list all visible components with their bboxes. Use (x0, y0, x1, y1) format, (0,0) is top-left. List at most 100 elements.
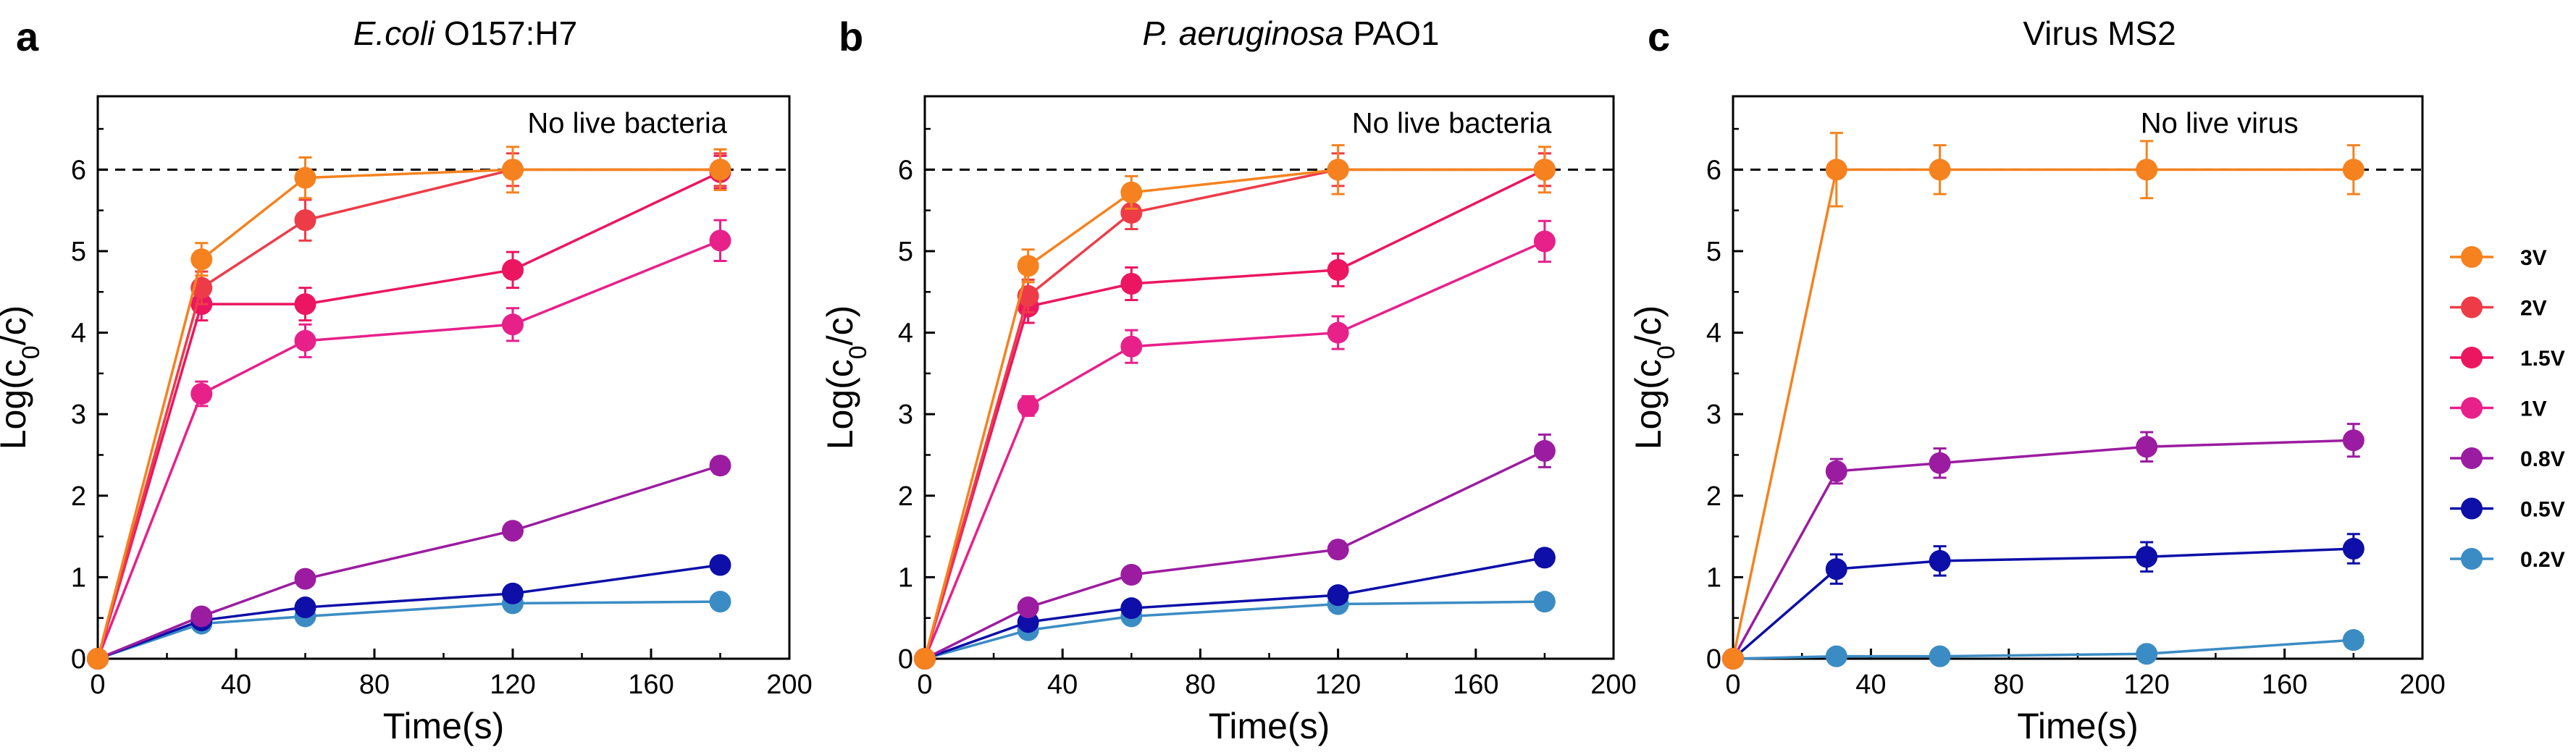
x-tick-label: 120 (1315, 670, 1361, 700)
x-axis-label: Time(s) (1209, 706, 1330, 746)
x-tick-label: 40 (221, 670, 251, 700)
data-point (502, 159, 524, 181)
series-0p8V (1722, 423, 2365, 670)
data-point (1533, 230, 1556, 253)
data-point (1120, 202, 1143, 224)
series-0p5V (1722, 533, 2365, 670)
panel-c: c Virus MS2 0 40 80 120 160 200 0 1 2 3 4 5 6 Time(s) Lo… (1628, 14, 2446, 746)
data-point (914, 648, 936, 670)
x-tick-label: 40 (1047, 670, 1078, 700)
data-point (190, 605, 213, 628)
legend-marker (2461, 447, 2483, 469)
series-line (97, 600, 721, 660)
data-point (294, 329, 316, 352)
data-point (2342, 159, 2365, 181)
annotation-note: No live bacteria (1352, 108, 1552, 140)
y-tick-label: 1 (71, 562, 86, 593)
legend-entry: 0.5V (2450, 497, 2565, 522)
y-tick-label: 5 (71, 237, 86, 267)
series-0p8V (914, 433, 1556, 670)
y-tick-label: 5 (898, 237, 913, 267)
data-point (2342, 429, 2365, 452)
data-point (294, 293, 316, 316)
series-0p2V (1722, 629, 2365, 670)
panel-title: E.coli O157:H7 (353, 14, 577, 52)
data-point (502, 582, 524, 604)
x-tick-label: 0 (90, 670, 105, 700)
data-point (1825, 159, 1847, 181)
data-point (1120, 564, 1143, 586)
y-tick-label: 4 (898, 319, 913, 349)
y-tick-label: 5 (1706, 237, 1721, 267)
data-point (190, 383, 213, 405)
data-point (1327, 539, 1349, 561)
y-tick-label: 0 (71, 644, 86, 675)
data-point (2342, 537, 2365, 560)
y-tick-label: 4 (1706, 319, 1721, 349)
data-point (294, 596, 316, 619)
data-point (1120, 335, 1143, 358)
legend-entry: 0.8V (2450, 447, 2565, 471)
y-tick-label: 3 (898, 400, 913, 430)
x-axis-label: Time(s) (383, 706, 505, 746)
legend-entry: 3V (2450, 246, 2547, 270)
data-point (709, 229, 731, 252)
y-tick-label: 0 (898, 644, 913, 675)
series-3V (1722, 132, 2365, 670)
series-line (1732, 168, 2354, 659)
panel-title: P. aeruginosa PAO1 (1142, 14, 1439, 52)
series-3V (87, 145, 731, 670)
x-tick-label: 80 (1185, 670, 1215, 700)
x-tick-label: 80 (359, 670, 390, 700)
legend-marker (2461, 497, 2483, 520)
x-tick-label: 0 (917, 670, 932, 700)
x-tick-label: 120 (2123, 670, 2169, 700)
y-axis-label: Log(c0/c) (0, 305, 45, 450)
annotation-note: No live virus (2141, 108, 2299, 140)
panel-letter: a (16, 14, 39, 59)
data-point (1929, 549, 1951, 572)
data-point (502, 520, 524, 542)
data-point (1929, 452, 1951, 474)
x-tick-label: 0 (1725, 670, 1740, 700)
data-point (1017, 596, 1039, 619)
series-line (923, 168, 1545, 659)
y-axis: 0 1 2 3 4 5 6 (1706, 127, 1743, 675)
data-point (1327, 321, 1349, 344)
y-axis: 0 1 2 3 4 5 6 (898, 127, 935, 675)
data-point (294, 568, 316, 590)
legend-label: 0.2V (2520, 548, 2565, 572)
y-tick-label: 6 (898, 155, 913, 185)
legend-label: 3V (2520, 246, 2547, 270)
series-1p5V (87, 154, 731, 670)
data-point (2136, 546, 2158, 568)
legend-label: 0.5V (2520, 498, 2565, 522)
series-0p5V (87, 554, 731, 670)
series-2V (87, 152, 731, 670)
data-point (1017, 255, 1039, 277)
data-point (294, 166, 316, 189)
data-point (709, 554, 731, 576)
data-point (1120, 273, 1143, 295)
data-point (1929, 645, 1951, 667)
x-tick-label: 80 (1994, 670, 2024, 700)
data-point (1929, 159, 1951, 181)
legend-label: 2V (2520, 297, 2547, 321)
data-point (1533, 547, 1556, 569)
x-axis: 0 40 80 120 160 200 (1725, 649, 2446, 700)
series-line (96, 171, 721, 659)
data-point (1120, 597, 1143, 620)
series-2V (914, 152, 1556, 670)
legend-entry: 0.2V (2450, 548, 2565, 572)
series-line (96, 168, 721, 659)
legend-label: 1V (2520, 397, 2547, 421)
data-point (1825, 460, 1847, 482)
annotation-note: No live bacteria (527, 108, 727, 140)
data-point (1533, 591, 1556, 613)
y-tick-label: 6 (1706, 155, 1721, 185)
data-point (1327, 584, 1349, 607)
data-point (2136, 436, 2158, 458)
data-point (1722, 648, 1744, 670)
series-line (923, 168, 1545, 659)
